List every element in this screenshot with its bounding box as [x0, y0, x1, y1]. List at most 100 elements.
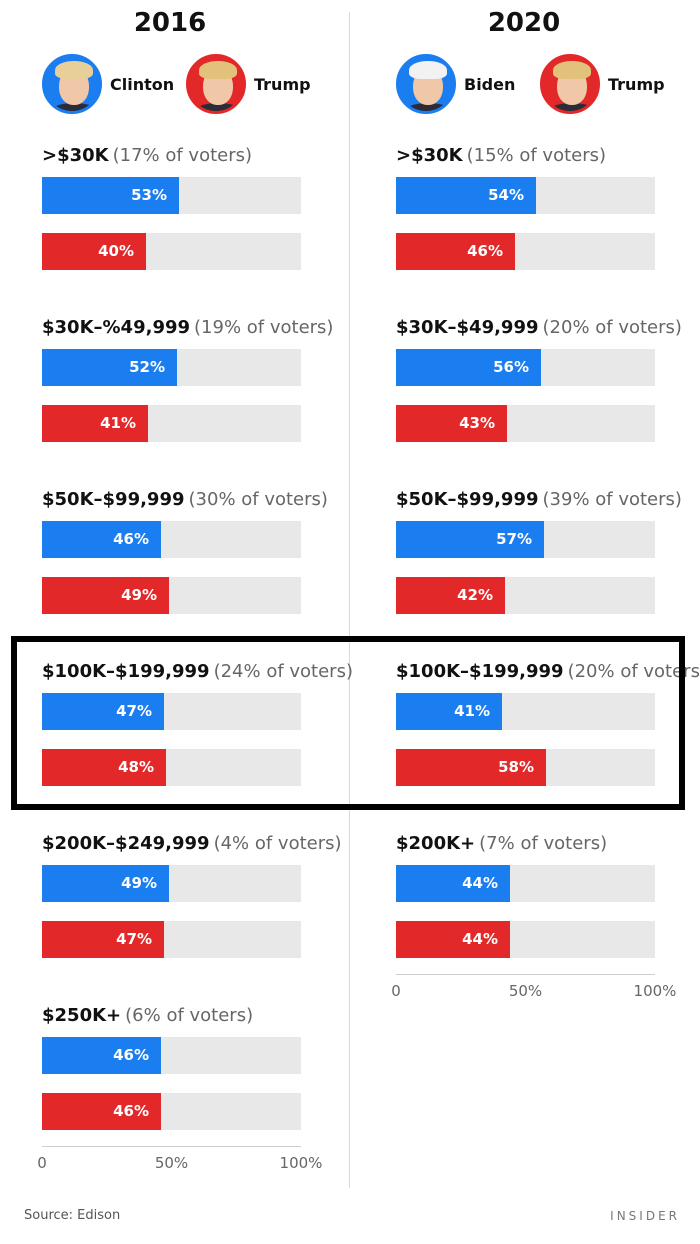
- income-group: $30K–%49,999 (19% of voters) 52% 41%: [42, 316, 342, 442]
- income-group: $100K–$199,999 (24% of voters) 47% 48%: [42, 660, 353, 786]
- dem-bar-value-label: 46%: [113, 530, 149, 548]
- group-title: $100K–$199,999 (24% of voters): [42, 660, 353, 684]
- dem-bar-value-label: 41%: [454, 702, 490, 720]
- dem-bar-value-label: 44%: [462, 874, 498, 892]
- x-tick-label: 0: [391, 982, 401, 1000]
- rep-bar-track: 49%: [42, 577, 301, 614]
- x-tick-label: 50%: [508, 982, 543, 1000]
- legend-label: Biden: [464, 74, 516, 94]
- income-range-label: $50K–$99,999: [396, 489, 539, 510]
- x-axis: 0 50% 100%: [37, 1146, 322, 1176]
- chart-title: 2020: [487, 8, 561, 38]
- dem-bar: [396, 693, 502, 730]
- rep-bar: [396, 405, 507, 442]
- dem-bar: [42, 177, 179, 214]
- dem-bar-track: 52%: [42, 349, 301, 386]
- income-group: $200K+ (7% of voters) 44% 44%: [396, 832, 696, 958]
- legend-label: Clinton: [110, 74, 175, 94]
- group-title: $50K–$99,999 (30% of voters): [42, 488, 342, 512]
- dem-bar-value-label: 53%: [131, 186, 167, 204]
- group-title: $200K+ (7% of voters): [396, 832, 696, 856]
- income-range-label: $100K–$199,999: [42, 661, 210, 682]
- voter-share-label: (24% of voters): [213, 661, 353, 682]
- income-group: >$30K (17% of voters) 53% 40%: [42, 144, 342, 270]
- rep-bar-value-label: 41%: [100, 414, 136, 432]
- column-divider: [349, 12, 350, 1188]
- income-range-label: $30K–%49,999: [42, 317, 191, 338]
- dem-bar-track: 41%: [396, 693, 655, 730]
- group-title: $100K–$199,999 (20% of voters): [396, 660, 700, 684]
- legend-trump: Trump: [186, 54, 311, 114]
- rep-bar-track: 42%: [396, 577, 655, 614]
- source-label: Source:: [24, 1208, 74, 1223]
- rep-bar-track: 44%: [396, 921, 655, 958]
- x-axis: 0 50% 100%: [391, 974, 676, 1004]
- biden-photo-icon: [396, 54, 456, 114]
- income-range-label: >$30K: [42, 145, 109, 166]
- trump-photo-icon: [540, 54, 600, 114]
- brand-logo: INSIDER: [610, 1209, 680, 1223]
- rep-bar-track: 43%: [396, 405, 655, 442]
- group-title: >$30K (17% of voters): [42, 144, 342, 168]
- x-tick-label: 50%: [154, 1154, 189, 1172]
- income-group: >$30K (15% of voters) 54% 46%: [396, 144, 696, 270]
- dem-bar: [42, 1037, 161, 1074]
- rep-bar: [396, 921, 510, 958]
- dem-bar-track: 44%: [396, 865, 655, 902]
- rep-bar: [42, 233, 146, 270]
- voter-share-label: (6% of voters): [125, 1005, 254, 1026]
- dem-bar-track: 57%: [396, 521, 655, 558]
- dem-bar: [396, 865, 510, 902]
- dem-bar-track: 54%: [396, 177, 655, 214]
- dem-bar-value-label: 47%: [116, 702, 152, 720]
- chart-2016: 2016 Clinton Trump >$30K (17% of voters) 53% 4…: [0, 0, 353, 1200]
- rep-bar: [396, 749, 546, 786]
- rep-bar-value-label: 40%: [98, 242, 134, 260]
- income-range-label: >$30K: [396, 145, 463, 166]
- dem-bar: [42, 349, 177, 386]
- income-range-label: $200K–$249,999: [42, 833, 210, 854]
- voter-share-label: (4% of voters): [213, 833, 342, 854]
- dem-bar: [396, 177, 536, 214]
- rep-bar-track: 58%: [396, 749, 655, 786]
- legend-biden: Biden: [396, 54, 515, 114]
- rep-bar-track: 40%: [42, 233, 301, 270]
- rep-bar-value-label: 43%: [459, 414, 495, 432]
- rep-bar-value-label: 49%: [121, 586, 157, 604]
- group-title: $30K–%49,999 (19% of voters): [42, 316, 342, 340]
- rep-bar: [396, 233, 515, 270]
- voter-share-label: (39% of voters): [542, 489, 682, 510]
- group-title: $250K+ (6% of voters): [42, 1004, 342, 1028]
- dem-bar-value-label: 56%: [493, 358, 529, 376]
- income-group: $100K–$199,999 (20% of voters) 41% 58%: [396, 660, 700, 786]
- voter-share-label: (30% of voters): [188, 489, 328, 510]
- dem-bar-track: 46%: [42, 521, 301, 558]
- rep-bar-track: 46%: [42, 1093, 301, 1130]
- income-range-label: $200K+: [396, 833, 476, 854]
- dem-bar: [42, 521, 161, 558]
- dem-bar: [396, 349, 541, 386]
- x-tick-label: 0: [37, 1154, 47, 1172]
- rep-bar-track: 48%: [42, 749, 301, 786]
- trump-photo-icon: [186, 54, 246, 114]
- legend-label: Trump: [608, 74, 665, 94]
- rep-bar-value-label: 46%: [113, 1102, 149, 1120]
- x-axis-line: [42, 1146, 301, 1147]
- rep-bar-track: 47%: [42, 921, 301, 958]
- dem-bar: [396, 521, 544, 558]
- rep-bar: [42, 1093, 161, 1130]
- income-group: $200K–$249,999 (4% of voters) 49% 47%: [42, 832, 342, 958]
- income-range-label: $30K–$49,999: [396, 317, 539, 338]
- dem-bar-value-label: 49%: [121, 874, 157, 892]
- rep-bar-value-label: 58%: [498, 758, 534, 776]
- group-title: $30K–$49,999 (20% of voters): [396, 316, 696, 340]
- dem-bar: [42, 865, 169, 902]
- rep-bar-value-label: 42%: [457, 586, 493, 604]
- rep-bar: [396, 577, 505, 614]
- rep-bar-value-label: 46%: [467, 242, 503, 260]
- group-title: $200K–$249,999 (4% of voters): [42, 832, 342, 856]
- voter-share-label: (7% of voters): [479, 833, 608, 854]
- chart-title: 2016: [133, 8, 207, 38]
- voter-share-label: (19% of voters): [194, 317, 334, 338]
- dem-bar-value-label: 46%: [113, 1046, 149, 1064]
